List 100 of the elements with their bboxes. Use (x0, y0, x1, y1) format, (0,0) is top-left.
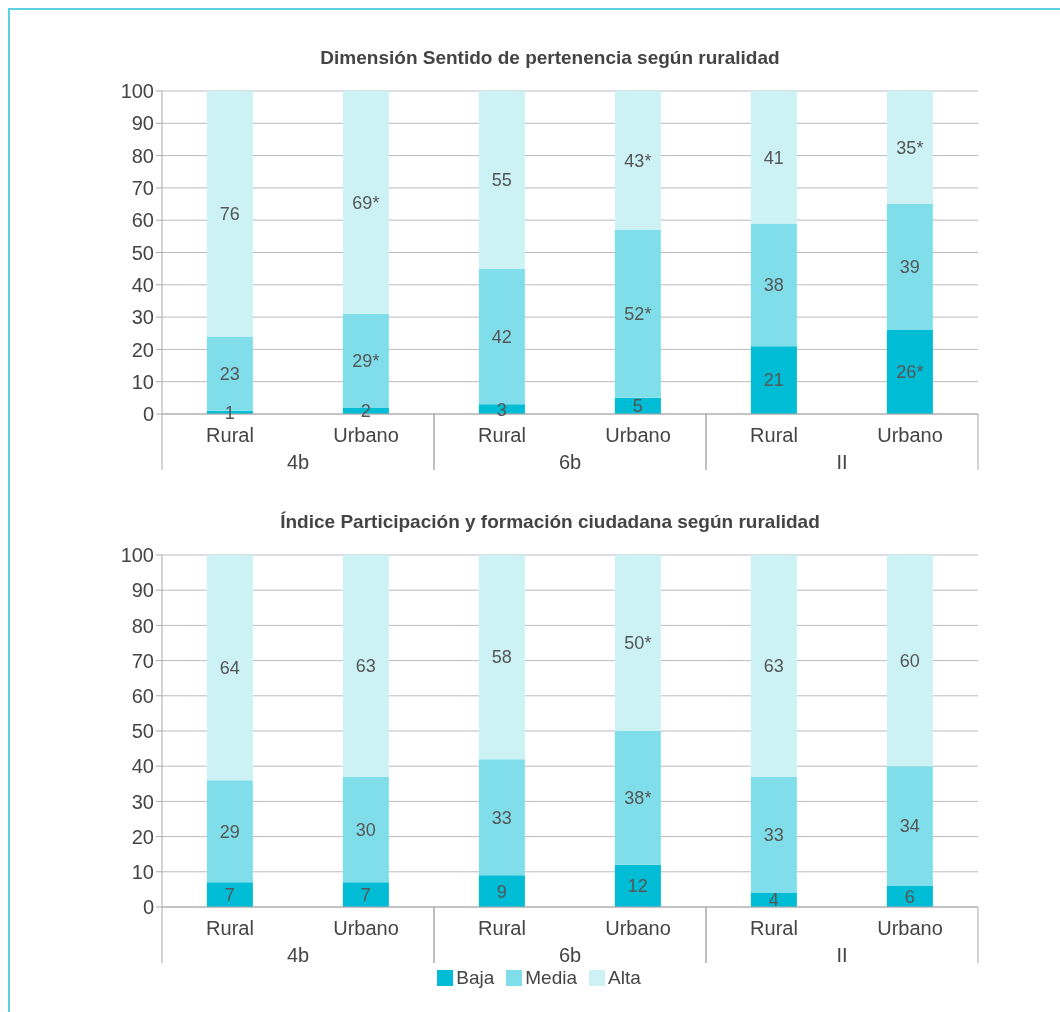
x-tick-label: Urbano (605, 424, 671, 446)
data-label: 63 (355, 656, 376, 677)
text: 4b (286, 451, 310, 473)
data-label: 39 (899, 257, 920, 278)
chart-title: Dimensión Sentido de pertenencia según ruralidad (319, 46, 781, 70)
text: 4b (286, 944, 310, 966)
y-tick-label: 60 (131, 684, 154, 707)
data-label: 38 (763, 275, 784, 296)
bar (206, 555, 253, 781)
data-label: 34 (899, 816, 920, 837)
y-tick-label: 100 (120, 80, 154, 103)
chart-title: Índice Participación y formación ciudadana según ruralidad (279, 510, 821, 534)
bar (342, 776, 389, 883)
x-tick-label: Rural (750, 424, 798, 446)
bar (342, 91, 389, 314)
text: 6b (558, 944, 582, 966)
y-tick-label: 0 (142, 896, 154, 919)
legend-label: Media (524, 967, 578, 989)
y-tick-label: 0 (142, 403, 154, 426)
bar (886, 204, 933, 331)
bar (614, 555, 661, 731)
bar (750, 776, 797, 893)
x-tick-label: Urbano (333, 424, 399, 446)
text: II (836, 944, 848, 966)
data-label: 63 (763, 656, 784, 677)
data-label: 5 (632, 396, 643, 417)
bar (342, 555, 389, 777)
data-label: 29 (219, 821, 240, 842)
bar (614, 864, 661, 907)
bar (614, 91, 661, 230)
bar (614, 731, 661, 865)
bar (206, 882, 253, 907)
data-label: 4 (768, 890, 779, 911)
x-tick-label: Urbano (605, 917, 671, 939)
bar (206, 780, 253, 883)
bar (886, 91, 933, 205)
data-label: 35* (896, 137, 924, 158)
y-tick-label: 20 (131, 338, 154, 361)
data-label: 12 (627, 876, 648, 897)
data-label: 9 (496, 881, 507, 902)
y-tick-label: 70 (131, 649, 154, 672)
data-label: 21 (763, 370, 784, 391)
y-tick-label: 40 (131, 755, 154, 778)
x-tick-label: Rural (206, 917, 254, 939)
data-label: 29* (352, 351, 380, 372)
bar (478, 875, 525, 907)
data-label: 30 (355, 819, 376, 840)
data-label: 55 (491, 170, 512, 191)
legend-label: Baja (455, 967, 495, 989)
bar (478, 555, 525, 760)
data-label: 26* (896, 362, 924, 383)
x-tick-label: Urbano (877, 917, 943, 939)
data-label: 38* (624, 788, 652, 809)
bar (750, 223, 797, 347)
text: 6b (558, 451, 582, 473)
y-tick-label: 50 (131, 720, 154, 743)
bar (614, 229, 661, 398)
bar (750, 346, 797, 414)
x-tick-label: Urbano (333, 917, 399, 939)
bar (478, 759, 525, 876)
data-label: 64 (219, 658, 240, 679)
data-label: 23 (219, 364, 240, 385)
y-tick-label: 70 (131, 177, 154, 199)
x-tick-label: Rural (478, 424, 526, 446)
data-label: 58 (491, 647, 512, 668)
data-label: 50* (624, 633, 652, 654)
data-label: 1 (224, 402, 235, 423)
data-label: 33 (491, 807, 512, 828)
bar (750, 555, 797, 777)
x-tick-label: Rural (750, 917, 798, 939)
legend-label: Alta (607, 967, 641, 989)
data-label: 60 (899, 650, 920, 671)
data-label: 6 (904, 886, 915, 907)
bar (478, 268, 525, 405)
y-tick-label: 90 (131, 579, 154, 602)
x-tick-label: Rural (206, 424, 254, 446)
y-tick-label: 40 (131, 273, 154, 296)
y-tick-label: 10 (131, 370, 154, 393)
bar (206, 91, 253, 337)
y-tick-label: 80 (131, 614, 154, 637)
data-label: 52* (624, 304, 652, 325)
data-label: 76 (219, 204, 240, 225)
y-tick-label: 10 (131, 860, 154, 883)
y-tick-label: 30 (131, 790, 154, 813)
text: II (836, 451, 848, 473)
y-tick-label: 30 (131, 306, 154, 329)
y-tick-label: 60 (131, 209, 154, 232)
bar (886, 330, 933, 414)
data-label: 69* (352, 192, 380, 213)
y-tick-label: 20 (131, 825, 154, 848)
bar (886, 555, 933, 767)
data-label: 33 (763, 825, 784, 846)
y-tick-label: 90 (131, 112, 154, 135)
y-tick-label: 50 (131, 241, 154, 264)
y-tick-label: 80 (131, 144, 154, 167)
bar (342, 882, 389, 907)
bar (886, 766, 933, 886)
x-tick-label: Urbano (877, 424, 943, 446)
data-label: 41 (763, 147, 784, 168)
data-label: 43* (624, 150, 652, 171)
